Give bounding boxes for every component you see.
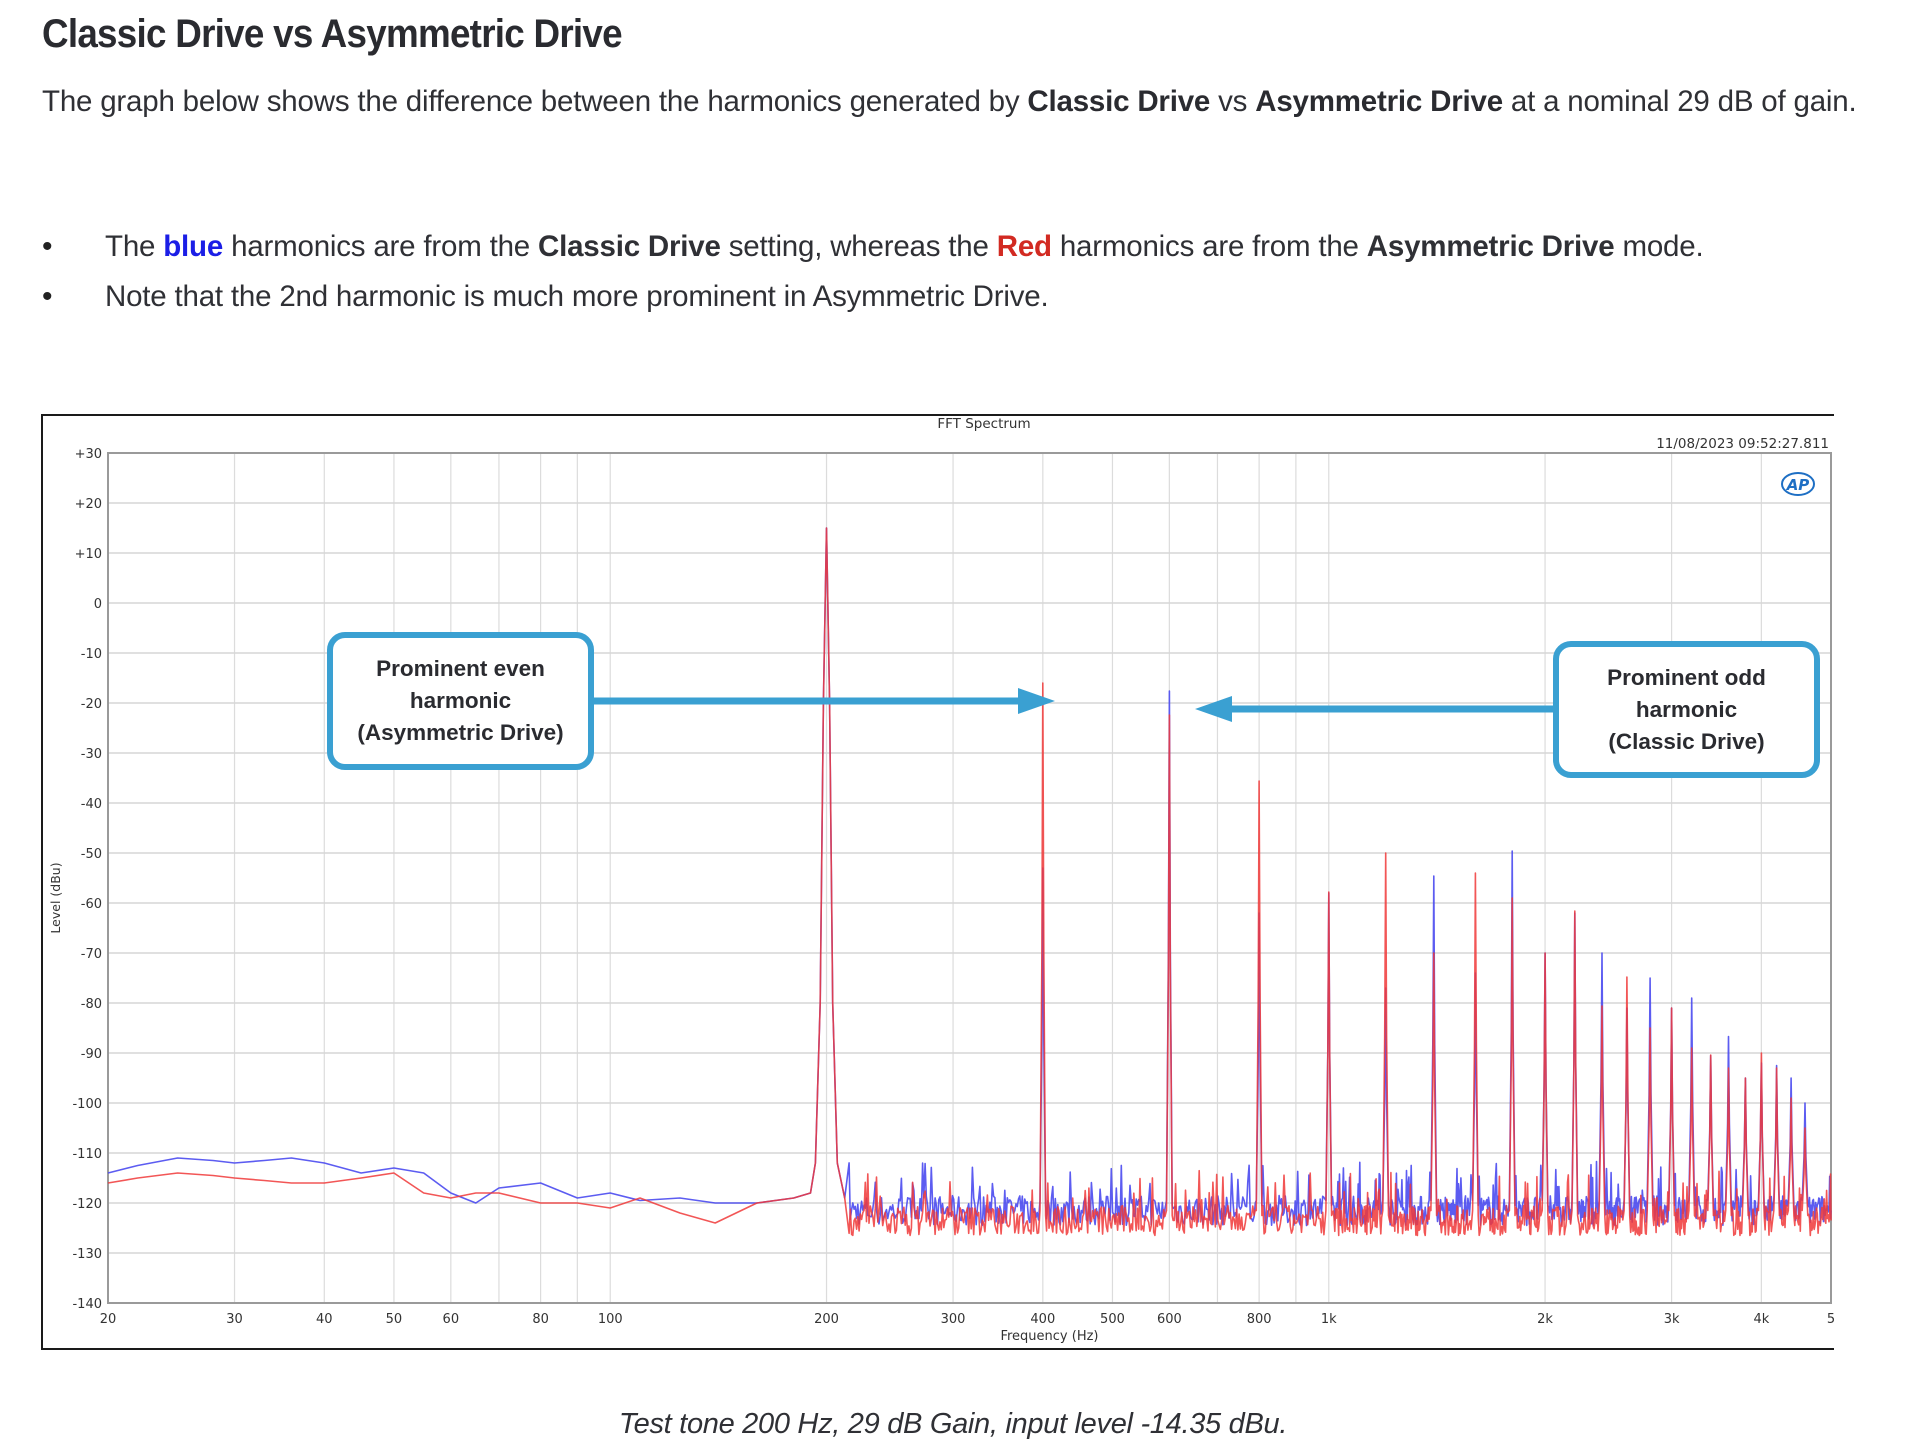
y-tick-label: -140	[72, 1297, 102, 1312]
bullet-text: harmonics are from the	[223, 230, 538, 263]
fft-spectrum-chart: +30 +20 +10 0 -10 -20 -30 -40 -50 -60 -70 -80 -90 -10…	[48, 416, 1835, 1344]
y-tick-label: -80	[81, 997, 102, 1012]
bullet-text: setting, whereas the	[720, 230, 997, 263]
red-keyword: Red	[996, 230, 1052, 263]
x-tick-label: 2k	[1537, 1312, 1553, 1327]
bullet-list: The blue harmonics are from the Classic …	[42, 222, 1892, 322]
x-tick-label: 50	[386, 1312, 403, 1327]
y-tick-label: -90	[81, 1047, 102, 1062]
callout-line: (Classic Drive)	[1608, 728, 1765, 754]
x-tick-label: 80	[532, 1312, 549, 1327]
plot-area	[108, 453, 1831, 1303]
x-tick-label: 30	[226, 1312, 243, 1327]
ap-logo-icon	[1781, 472, 1815, 496]
x-tick-label: 300	[941, 1312, 966, 1327]
y-tick-label: +20	[75, 497, 102, 512]
x-tick-label: 3k	[1664, 1312, 1680, 1327]
y-axis-label: Level (dBu)	[48, 862, 63, 933]
bullet-text: Note that the 2nd harmonic is much more …	[105, 280, 1049, 313]
x-tick-label: 800	[1247, 1312, 1272, 1327]
x-tick-label: 500	[1100, 1312, 1125, 1327]
ap-logo-text: AP	[1786, 476, 1810, 494]
callout-even-harmonic: Prominent even harmonic (Asymmetric Driv…	[327, 632, 594, 770]
chart-frame	[41, 414, 1834, 1350]
chart-caption: Test tone 200 Hz, 29 dB Gain, input leve…	[618, 1408, 1288, 1440]
x-axis-label: Frequency (Hz)	[1000, 1329, 1098, 1344]
bullet-text: harmonics are from the	[1051, 230, 1367, 263]
arrow-right-icon	[1018, 688, 1055, 714]
bold-classic-drive: Classic Drive	[537, 230, 721, 263]
y-tick-label: -110	[72, 1147, 102, 1162]
y-tick-label: -40	[81, 797, 102, 812]
x-tick-label: 600	[1157, 1312, 1182, 1327]
x-tick-label: 400	[1030, 1312, 1055, 1327]
bullet-text: mode.	[1614, 230, 1704, 263]
x-tick-label: 4k	[1753, 1312, 1769, 1327]
x-tick-label: 40	[316, 1312, 333, 1327]
y-tick-label: +10	[75, 547, 102, 562]
callout-line: Prominent odd	[1607, 664, 1766, 690]
callout-odd-harmonic: Prominent odd harmonic (Classic Drive)	[1553, 641, 1820, 778]
plot-border	[107, 452, 1832, 1304]
bullet-item-colors: The blue harmonics are from the Classic …	[42, 222, 1892, 272]
intro-term-asymmetric: Asymmetric Drive	[1255, 85, 1503, 118]
bold-asymmetric-drive: Asymmetric Drive	[1366, 230, 1615, 263]
bullet-text: The	[105, 230, 164, 263]
y-tick-label: -70	[81, 947, 102, 962]
y-tick-label: -60	[81, 897, 102, 912]
y-tick-label: +30	[75, 447, 102, 462]
x-tick-label: 100	[598, 1312, 623, 1327]
y-tick-label: -120	[72, 1197, 102, 1212]
intro-paragraph: The graph below shows the difference bet…	[42, 78, 1872, 126]
callout-line: harmonic	[409, 688, 512, 713]
blue-keyword: blue	[163, 230, 224, 263]
bullet-item-note: Note that the 2nd harmonic is much more …	[42, 272, 1892, 322]
chart-title: FFT Spectrum	[937, 416, 1030, 432]
y-tick-label: -20	[81, 697, 102, 712]
x-tick-label: 20	[100, 1312, 117, 1327]
intro-text-pre: The graph below shows the difference bet…	[42, 85, 1028, 118]
x-tick-label: 5	[1827, 1312, 1835, 1327]
x-tick-label: 1k	[1321, 1312, 1337, 1327]
intro-text-mid: vs	[1210, 85, 1256, 118]
callout-line: (Asymmetric Drive)	[357, 720, 564, 745]
callout-line: Prominent even	[376, 656, 545, 681]
y-tick-label: -130	[72, 1247, 102, 1262]
intro-text-post: at a nominal 29 dB of gain.	[1502, 85, 1857, 118]
x-tick-label: 60	[443, 1312, 460, 1327]
series-asymmetric-drive-line	[107, 527, 1832, 1237]
callout-line: harmonic	[1635, 696, 1738, 722]
x-tick-label: 200	[814, 1312, 839, 1327]
y-tick-label: -50	[81, 847, 102, 862]
chart-timestamp: 11/08/2023 09:52:27.811	[1656, 436, 1829, 452]
y-tick-label: -100	[72, 1097, 102, 1112]
arrow-left-icon	[1195, 696, 1232, 722]
y-tick-label: -30	[81, 747, 102, 762]
section-heading: Classic Drive vs Asymmetric Drive	[42, 12, 623, 56]
y-tick-label: -10	[81, 647, 102, 662]
y-tick-label: 0	[94, 597, 102, 612]
intro-term-classic: Classic Drive	[1027, 85, 1211, 118]
